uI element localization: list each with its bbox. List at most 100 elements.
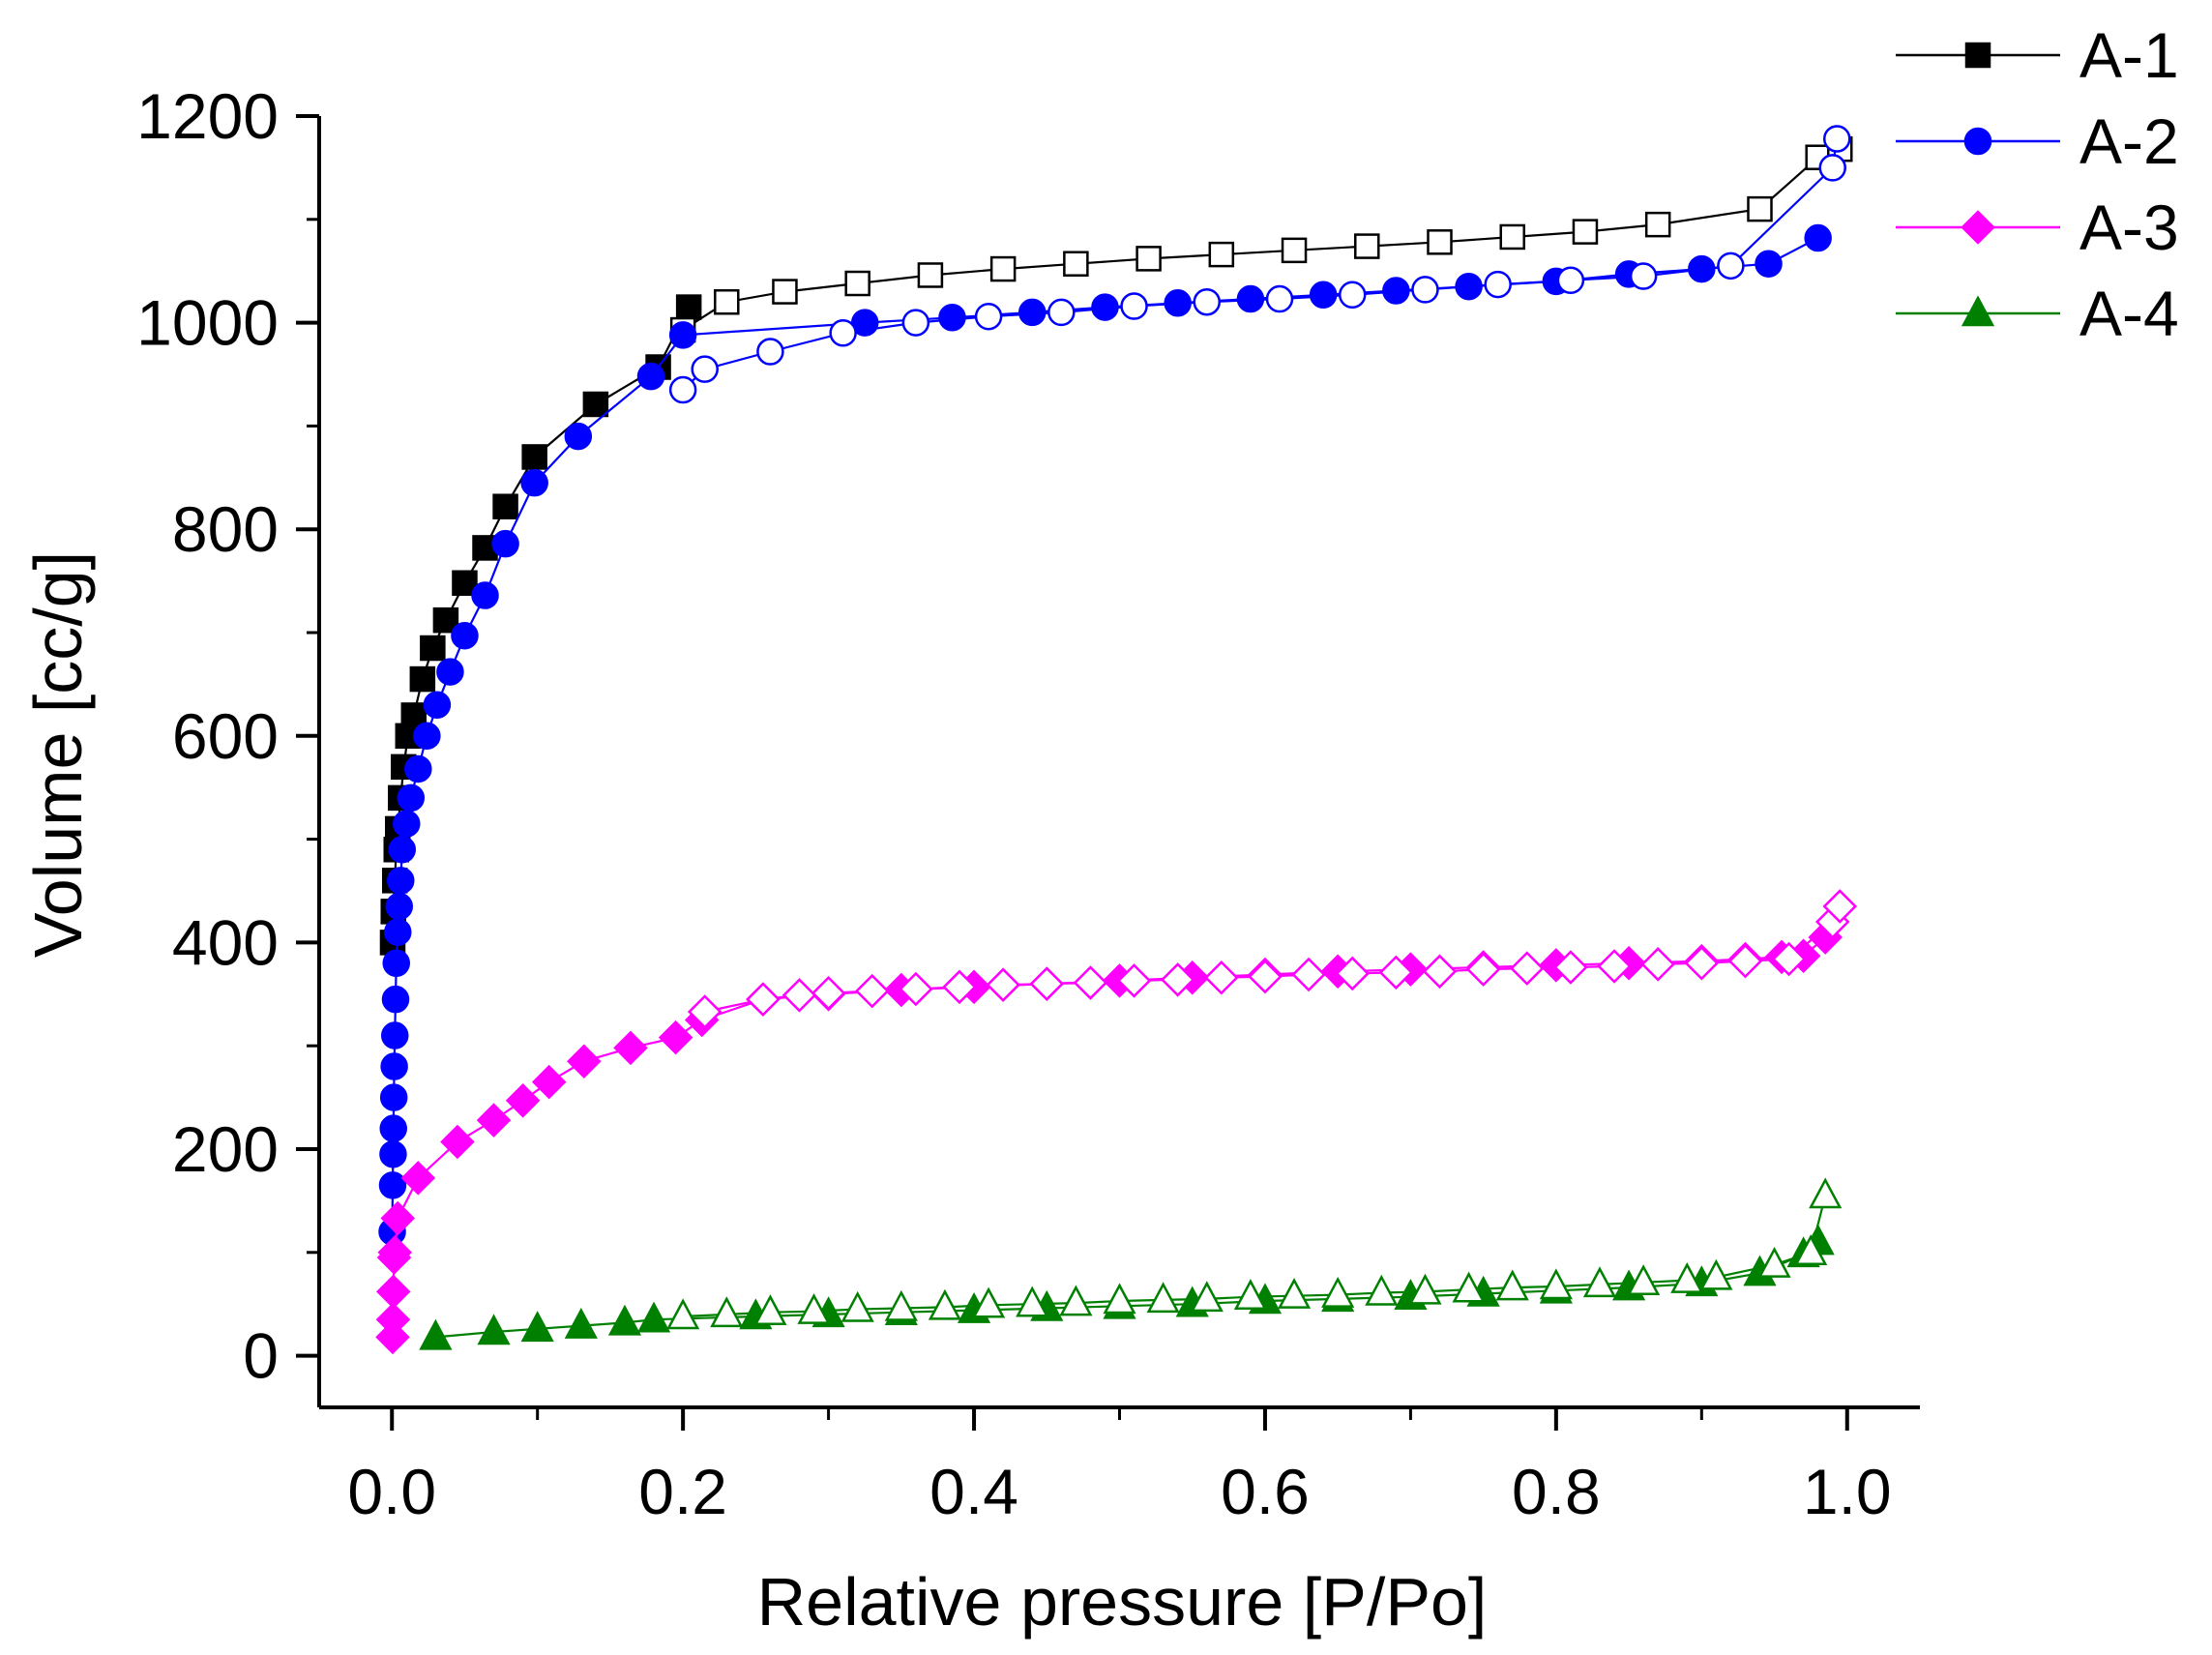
legend-label-a-2: A-2 <box>2079 105 2179 177</box>
series-a-4-desorption-point <box>1699 1258 1733 1290</box>
series-a-4-desorption-point <box>1365 1274 1399 1306</box>
series-a-2-adsorption-point <box>381 985 410 1014</box>
series-a-4-desorption-point <box>1452 1271 1486 1303</box>
series-a-4-desorption-point <box>1408 1273 1442 1305</box>
series-a-4-desorption-point <box>1016 1286 1049 1317</box>
series-layer <box>375 125 1858 1355</box>
x-tick-label: 0.8 <box>1512 1456 1601 1527</box>
series-a-3-desorption-point <box>942 969 977 1005</box>
series-a-3-adsorption-line <box>391 936 1826 1338</box>
series-a-2-adsorption-point <box>1455 272 1483 301</box>
series-a-3-desorption-point <box>811 975 846 1011</box>
series-a-4-desorption-line <box>683 1195 1827 1318</box>
series-a-4-desorption-point <box>841 1290 874 1322</box>
legend-marker-a-1 <box>1964 42 1991 69</box>
x-axis-ticks: 0.0 0.2 0.4 0.6 0.8 1.0 <box>347 1407 1892 1527</box>
series-a-3-desorption-point <box>1727 943 1763 979</box>
x-tick-label: 0.4 <box>929 1456 1018 1527</box>
series-a-4-desorption-point <box>884 1289 918 1321</box>
series-a-2-desorption-point <box>1822 125 1851 153</box>
x-tick-label: 0.6 <box>1221 1456 1310 1527</box>
series-a-1-adsorption-point <box>492 493 518 519</box>
series-a-3-adsorption-point <box>613 1030 648 1066</box>
series-a-2-desorption-point <box>1818 154 1846 182</box>
series-a-1-adsorption-point <box>409 665 436 693</box>
series-a-2-adsorption-point <box>378 1171 407 1199</box>
series-a-2-desorption-line <box>682 138 1839 391</box>
legend-marker-a-3 <box>1961 210 1995 245</box>
y-tick-label: 0 <box>243 1320 279 1392</box>
series-a-3-desorption-point <box>1073 965 1108 1000</box>
series-a-2-adsorption-point <box>1236 284 1265 313</box>
x-tick-label: 1.0 <box>1803 1456 1892 1527</box>
series-a-1-desorption-point <box>1208 241 1235 268</box>
series-a-3-adsorption-point <box>658 1020 693 1055</box>
series-a-3-adsorption-point <box>476 1103 512 1138</box>
series-a-4-desorption-point <box>928 1288 962 1320</box>
axes <box>317 116 1920 1409</box>
series-a-4-desorption-point <box>1190 1281 1224 1313</box>
legend-item-a-2: A-2 <box>1896 105 2179 177</box>
series-a-3-adsorption-point <box>505 1083 541 1118</box>
series-a-2-adsorption-point <box>1688 254 1716 283</box>
series-a-2-adsorption-point <box>382 949 410 978</box>
series-a-2-desorption-point <box>901 309 930 337</box>
series-a-1-adsorption-point <box>400 702 428 728</box>
series-a-2-adsorption-point <box>850 309 879 337</box>
series-a-4-desorption-point <box>1809 1177 1843 1209</box>
series-a-4-desorption-point <box>1670 1261 1704 1293</box>
series-a-3-desorption-point <box>1465 952 1501 987</box>
series-a-4-desorption-point <box>1146 1282 1180 1314</box>
series-a-4-desorption-point <box>797 1293 831 1324</box>
series-a-2-adsorption-point <box>1018 298 1047 327</box>
y-tick-label: 800 <box>172 493 279 565</box>
series-a-4-desorption-point <box>1627 1264 1661 1296</box>
legend-item-a-4: A-4 <box>1896 278 2179 349</box>
series-a-3-adsorption-point <box>440 1124 475 1160</box>
series-a-2-adsorption-point <box>1164 289 1192 317</box>
series-a-2-desorption-point <box>668 375 697 404</box>
series-a-2-adsorption-point <box>1804 223 1832 252</box>
y-tick-label: 200 <box>172 1113 279 1185</box>
series-a-1-desorption-point <box>917 262 944 288</box>
series-a-2-adsorption-point <box>379 1114 407 1142</box>
series-a-4-adsorption-point <box>636 1301 671 1333</box>
series-a-2 <box>378 125 1851 1246</box>
series-a-2-desorption-point <box>1193 287 1222 316</box>
series-a-3-adsorption-point <box>377 1235 413 1270</box>
series-a-3-desorption-point <box>1553 950 1588 985</box>
legend-marker-a-2 <box>1963 127 1992 156</box>
series-a-3-desorption-point <box>1378 955 1414 990</box>
series-a-4-desorption-point <box>1794 1234 1828 1266</box>
series-a-2-desorption-point <box>974 302 1003 331</box>
series-a-2-adsorption-point <box>380 1021 409 1049</box>
series-a-2-adsorption-point <box>1091 293 1119 321</box>
series-a-2-adsorption-point <box>520 468 548 497</box>
series-a-2-adsorption-point <box>387 867 415 895</box>
series-a-3-desorption-point <box>1160 962 1195 997</box>
series-a-1-adsorption-point <box>452 570 478 596</box>
series-a-4 <box>419 1177 1843 1350</box>
series-a-3-adsorption-point <box>375 1274 411 1310</box>
series-a-1-adsorption-point <box>675 294 702 320</box>
series-a-4-desorption-point <box>666 1298 700 1330</box>
series-a-3-desorption-point <box>1822 889 1858 924</box>
series-a-1-adsorption-point <box>521 444 547 470</box>
series-a-3-desorption-point <box>1291 957 1326 992</box>
y-tick-label: 400 <box>172 906 279 978</box>
series-a-3-adsorption-point <box>380 1200 416 1236</box>
series-a-2-adsorption-point <box>393 810 421 838</box>
series-a-2-adsorption-point <box>938 304 966 332</box>
legend-item-a-1: A-1 <box>1896 19 2179 91</box>
series-a-2-adsorption-point <box>491 529 519 558</box>
legend-label-a-3: A-3 <box>2079 192 2179 263</box>
series-a-3-desorption-point <box>854 973 890 1009</box>
series-a-4-desorption-point <box>1233 1279 1267 1310</box>
series-a-2-desorption-point <box>829 319 857 347</box>
series-a-2-adsorption-point <box>383 918 412 946</box>
series-a-3-desorption-point <box>782 978 817 1013</box>
legend: A-1 A-2 A-3 A-4 <box>1896 19 2179 349</box>
series-a-3-desorption-point <box>1771 941 1807 977</box>
series-a-2-adsorption-line <box>391 237 1819 1232</box>
